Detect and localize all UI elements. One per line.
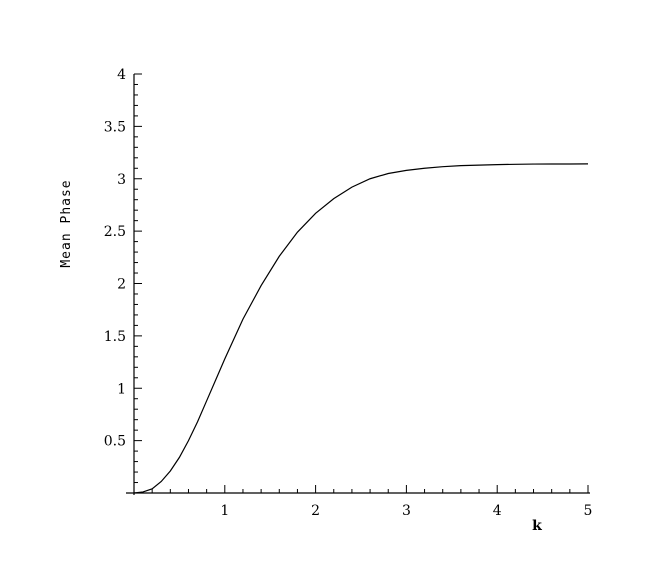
y-ticks: 0.5 1 1.5 2 2.5 3 3.5 4: [104, 67, 142, 484]
y-axis-title: Mean Phase: [59, 179, 74, 267]
series-layer: [133, 163, 589, 494]
y-tick-label: 2: [117, 277, 126, 293]
series-line: [133, 163, 589, 494]
x-ticks: 1 2 3 4 5: [151, 485, 593, 519]
y-tick-label: 3: [117, 172, 126, 188]
y-tick-label: 4: [117, 67, 126, 83]
y-tick-label: 0.5: [104, 434, 126, 450]
x-tick-label: 3: [402, 503, 411, 519]
y-tick-label: 1: [117, 381, 126, 397]
x-tick-label: 5: [584, 503, 593, 519]
x-tick-label: 4: [493, 503, 502, 519]
chart-axes: [126, 74, 590, 495]
x-tick-label: 1: [220, 503, 229, 519]
y-tick-label: 2.5: [104, 224, 126, 240]
y-tick-label: 3.5: [104, 119, 126, 135]
x-tick-label: 2: [311, 503, 320, 519]
x-axis-title: k: [532, 518, 542, 534]
y-tick-label: 1.5: [104, 329, 126, 345]
